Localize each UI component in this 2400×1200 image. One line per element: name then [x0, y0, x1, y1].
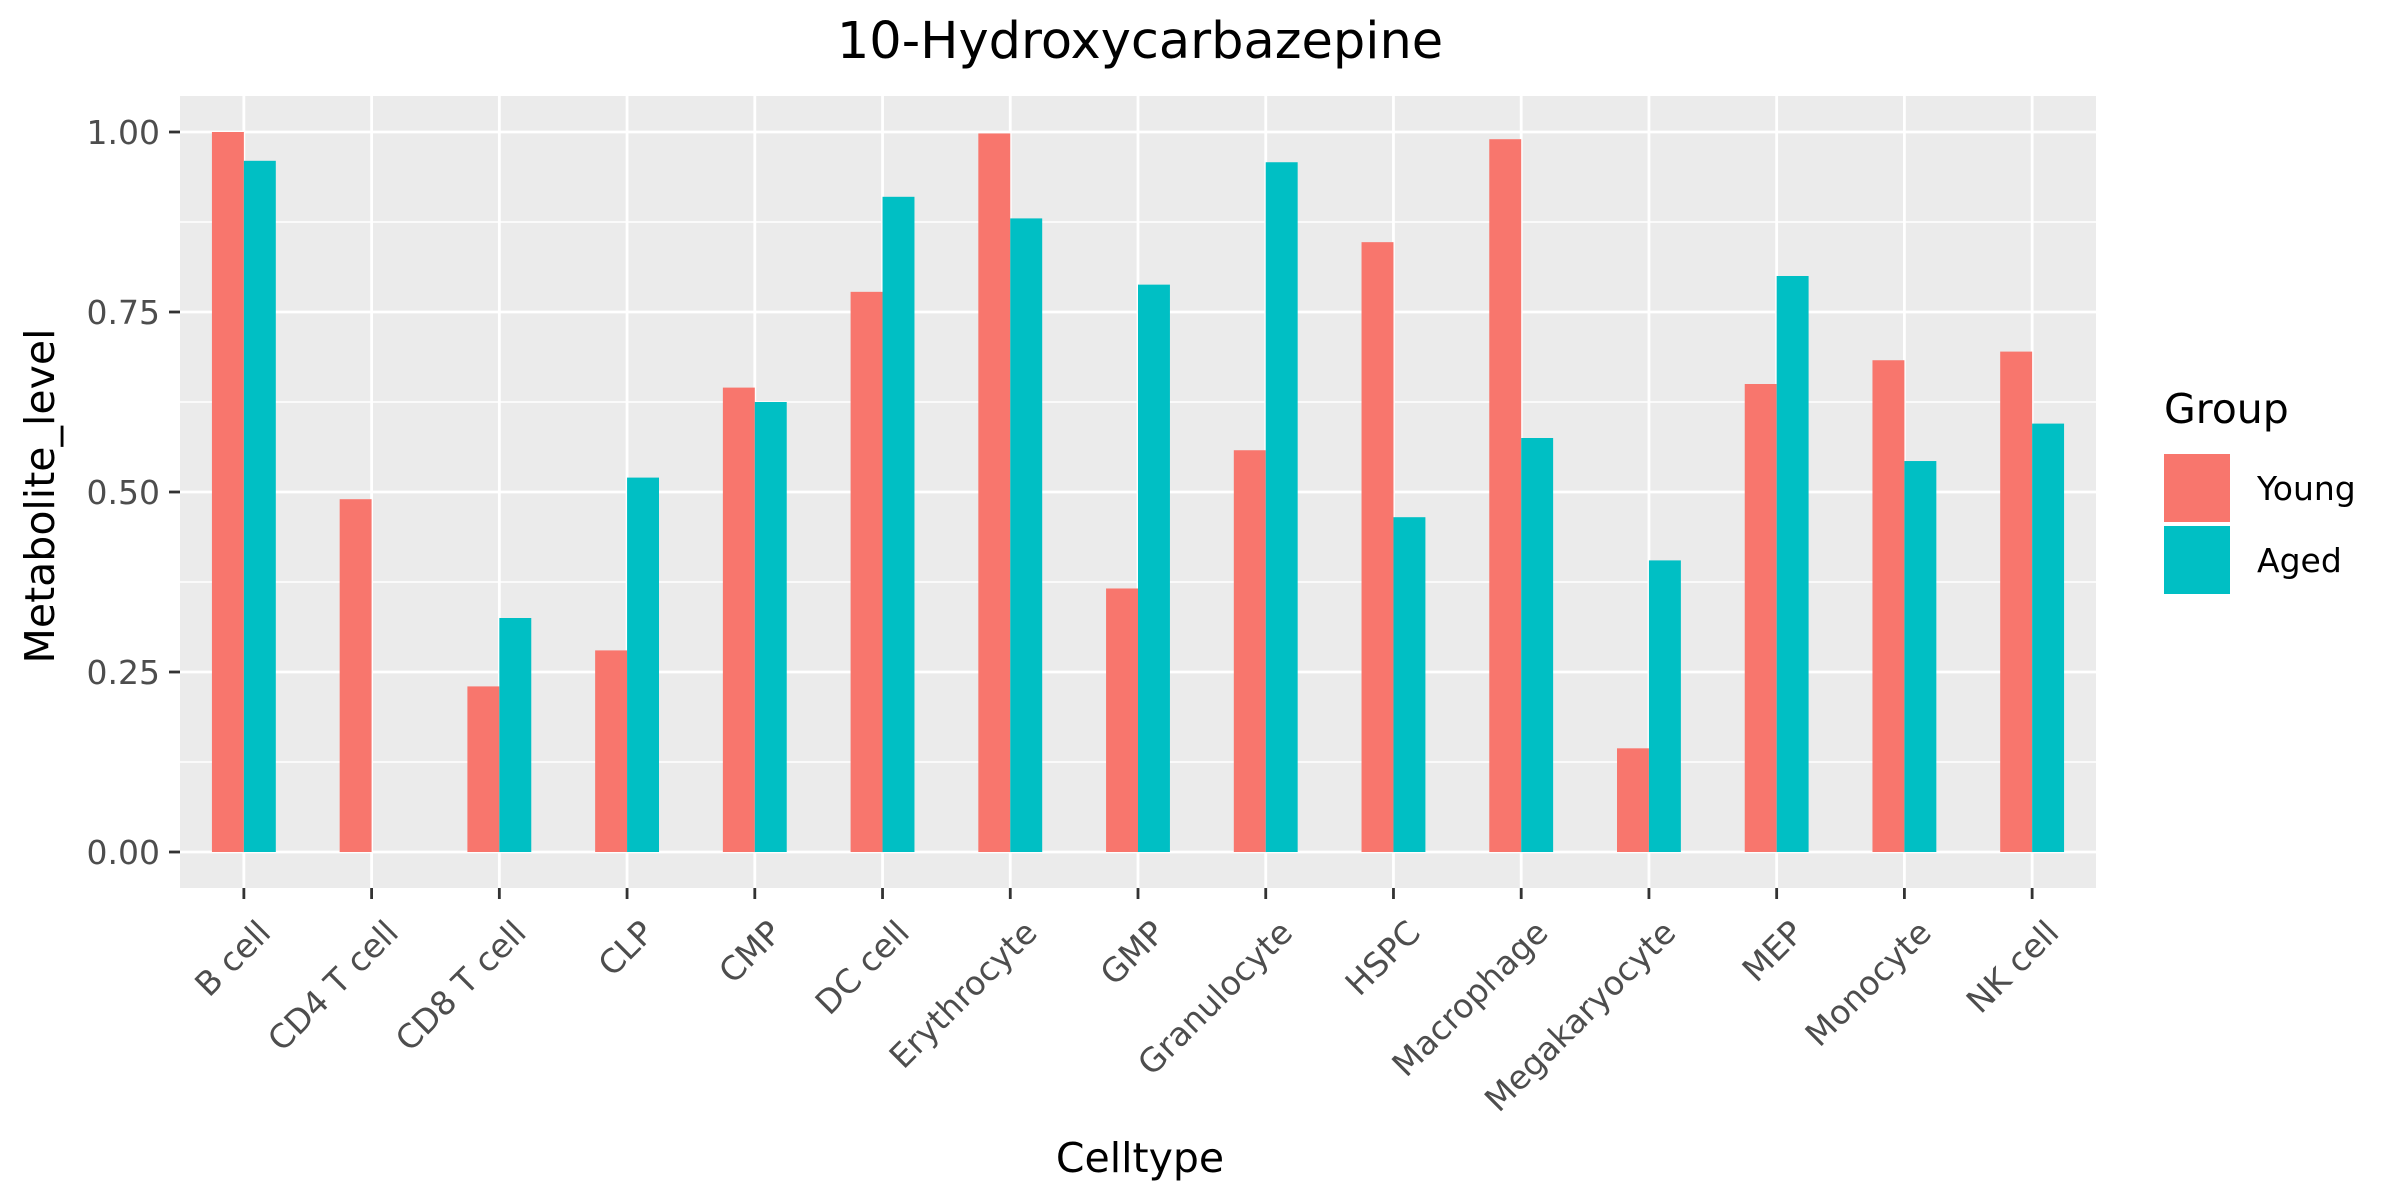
y-tick-label: 0.75 — [87, 293, 160, 332]
bar-young-macrophage — [1489, 139, 1522, 852]
y-tick-label: 0.25 — [87, 653, 160, 692]
legend: Group Young Aged — [2164, 385, 2356, 594]
bar-young-granulocyte — [1233, 450, 1266, 852]
bar-young-monocyte — [1872, 360, 1905, 852]
legend-label-aged: Aged — [2257, 541, 2342, 580]
bar-aged-nk-cell — [2032, 423, 2065, 852]
bar-aged-clp — [627, 477, 659, 852]
bar-aged-hspc — [1393, 517, 1426, 852]
bar-young-cd8-t-cell — [467, 686, 500, 852]
bar-young-gmp — [1106, 588, 1138, 852]
bar-aged-monocyte — [1904, 461, 1937, 852]
legend-label-young: Young — [2256, 469, 2356, 508]
bar-young-nk-cell — [2000, 351, 2033, 852]
bar-aged-cmp — [754, 402, 787, 852]
bar-aged-dc-cell — [882, 196, 915, 853]
legend-key-young — [2164, 454, 2230, 522]
bar-aged-gmp — [1138, 284, 1170, 852]
y-tick-label: 0.00 — [87, 833, 160, 872]
bar-aged-cd8-t-cell — [499, 618, 532, 852]
y-tick-label: 1.00 — [87, 113, 160, 152]
bar-aged-megakaryocyte — [1648, 560, 1681, 852]
x-axis-title: Celltype — [1056, 1134, 1224, 1182]
bar-young-dc-cell — [850, 291, 883, 853]
bar-aged-granulocyte — [1265, 162, 1298, 853]
y-axis-title: Metabolite_level — [16, 329, 64, 664]
legend-key-aged — [2164, 526, 2230, 594]
bar-young-b-cell — [211, 132, 244, 852]
bar-young-clp — [595, 650, 628, 852]
bar-young-cd4-t-cell — [339, 499, 372, 852]
bar-young-mep — [1744, 384, 1777, 852]
bar-aged-b-cell — [243, 160, 276, 853]
bar-aged-macrophage — [1521, 438, 1554, 852]
bar-young-hspc — [1361, 242, 1394, 852]
legend-title: Group — [2164, 385, 2289, 433]
chart-title: 10-Hydroxycarbazepine — [837, 12, 1443, 71]
bar-young-megakaryocyte — [1617, 748, 1649, 852]
bar-young-cmp — [722, 387, 755, 852]
y-tick-label: 0.50 — [87, 473, 160, 512]
bar-young-erythrocyte — [978, 133, 1011, 852]
bar-aged-mep — [1776, 276, 1809, 852]
bar-aged-erythrocyte — [1010, 218, 1043, 852]
